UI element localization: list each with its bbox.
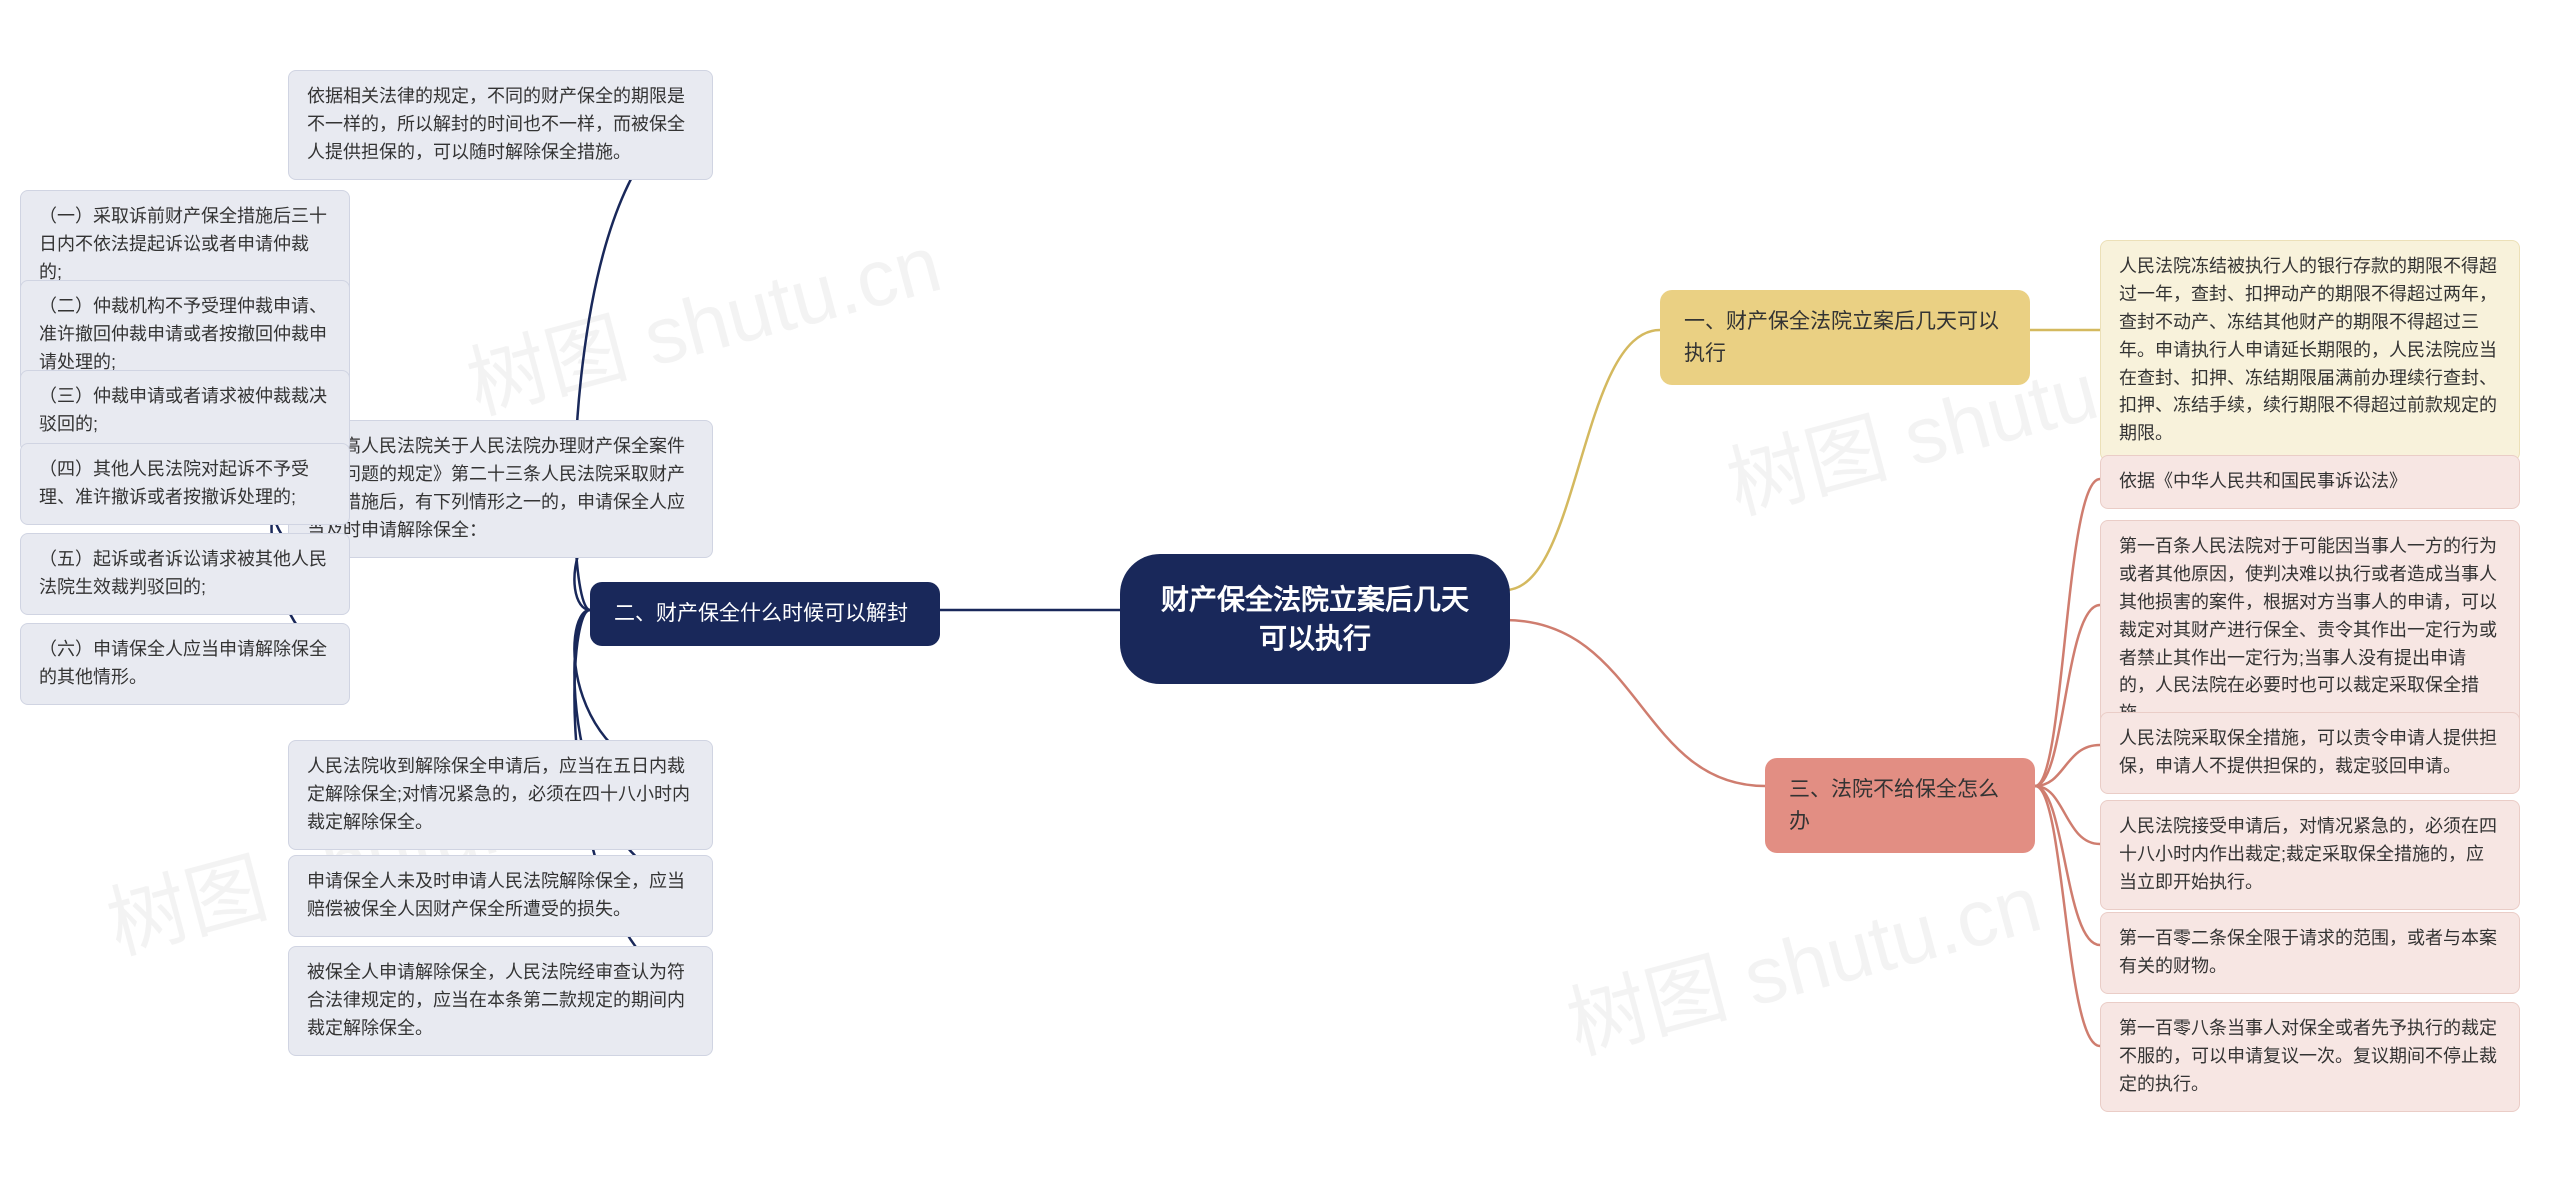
branch-2-leaf-4: 被保全人申请解除保全，人民法院经审查认为符合法律规定的，应当在本条第二款规定的期… bbox=[288, 946, 713, 1056]
branch-2-leaf-2: 人民法院收到解除保全申请后，应当在五日内裁定解除保全;对情况紧急的，必须在四十八… bbox=[288, 740, 713, 850]
branch-2-leaf-1: 《最高人民法院关于人民法院办理财产保全案件若干问题的规定》第二十三条人民法院采取… bbox=[288, 420, 713, 558]
branch-3: 三、法院不给保全怎么办 bbox=[1765, 758, 2035, 853]
center-node: 财产保全法院立案后几天可以执行 bbox=[1120, 554, 1510, 684]
branch-2-leaf-1-sub-4: （五）起诉或者诉讼请求被其他人民法院生效裁判驳回的; bbox=[20, 533, 350, 615]
branch-3-leaf-1: 第一百条人民法院对于可能因当事人一方的行为或者其他原因，使判决难以执行或者造成当… bbox=[2100, 520, 2520, 741]
branch-2-leaf-1-sub-2: （三）仲裁申请或者请求被仲裁裁决驳回的; bbox=[20, 370, 350, 452]
branch-2-leaf-3: 申请保全人未及时申请人民法院解除保全，应当赔偿被保全人因财产保全所遭受的损失。 bbox=[288, 855, 713, 937]
watermark: 树图 shutu.cn bbox=[1553, 839, 2051, 1076]
branch-3-leaf-5: 第一百零八条当事人对保全或者先予执行的裁定不服的，可以申请复议一次。复议期间不停… bbox=[2100, 1002, 2520, 1112]
branch-2: 二、财产保全什么时候可以解封 bbox=[590, 582, 940, 646]
watermark: 树图 shutu.cn bbox=[453, 199, 951, 436]
branch-1-leaf-0: 人民法院冻结被执行人的银行存款的期限不得超过一年，查封、扣押动产的期限不得超过两… bbox=[2100, 240, 2520, 461]
branch-1: 一、财产保全法院立案后几天可以执行 bbox=[1660, 290, 2030, 385]
branch-3-leaf-4: 第一百零二条保全限于请求的范围，或者与本案有关的财物。 bbox=[2100, 912, 2520, 994]
branch-3-leaf-2: 人民法院采取保全措施，可以责令申请人提供担保，申请人不提供担保的，裁定驳回申请。 bbox=[2100, 712, 2520, 794]
branch-2-leaf-1-sub-3: （四）其他人民法院对起诉不予受理、准许撤诉或者按撤诉处理的; bbox=[20, 443, 350, 525]
branch-2-leaf-1-sub-5: （六）申请保全人应当申请解除保全的其他情形。 bbox=[20, 623, 350, 705]
branch-2-leaf-0: 依据相关法律的规定，不同的财产保全的期限是不一样的，所以解封的时间也不一样，而被… bbox=[288, 70, 713, 180]
branch-3-leaf-0: 依据《中华人民共和国民事诉讼法》 bbox=[2100, 455, 2520, 509]
branch-3-leaf-3: 人民法院接受申请后，对情况紧急的，必须在四十八小时内作出裁定;裁定采取保全措施的… bbox=[2100, 800, 2520, 910]
